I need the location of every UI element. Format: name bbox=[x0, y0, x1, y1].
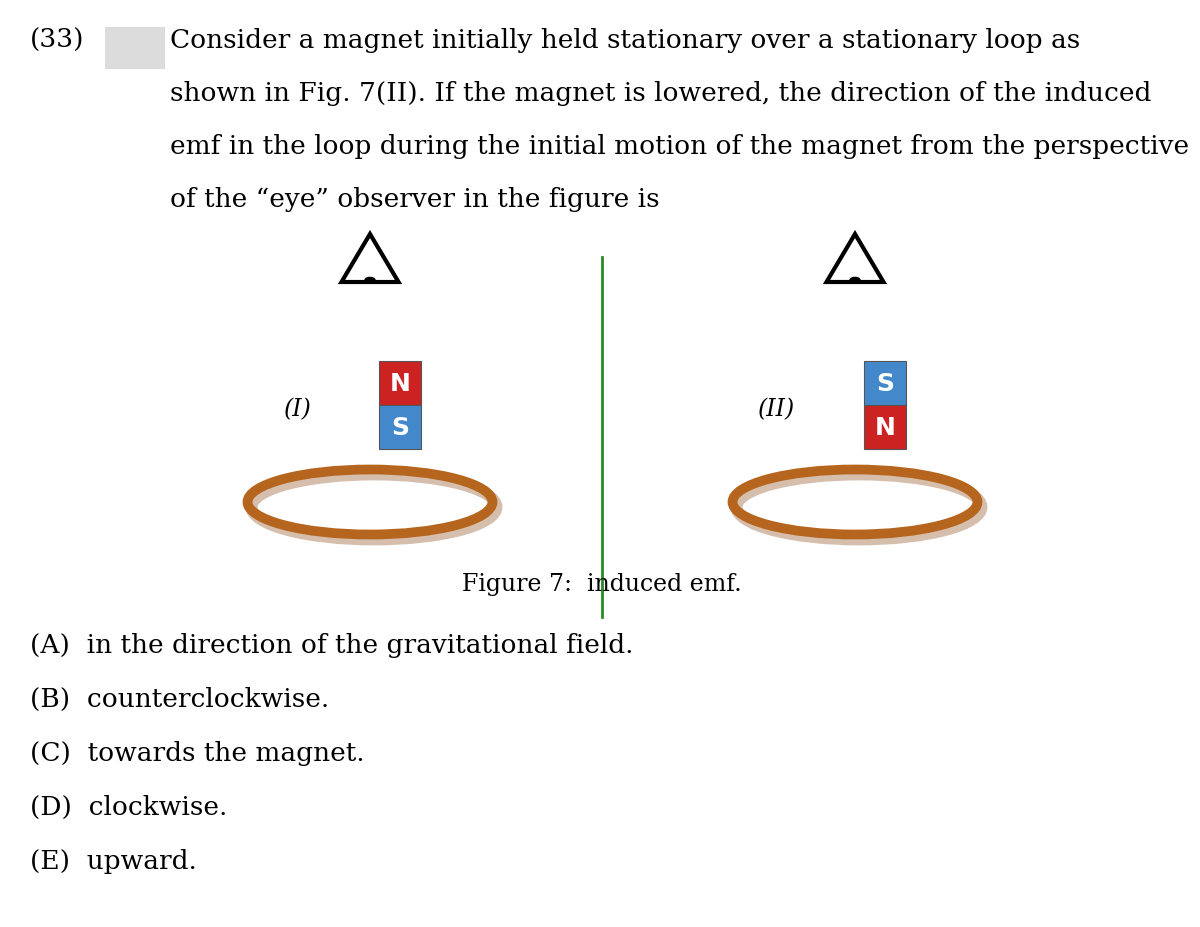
Text: of the “eye” observer in the figure is: of the “eye” observer in the figure is bbox=[170, 187, 660, 211]
Text: S: S bbox=[876, 372, 894, 396]
Ellipse shape bbox=[365, 277, 376, 284]
Text: emf in the loop during the initial motion of the magnet from the perspective: emf in the loop during the initial motio… bbox=[170, 133, 1189, 159]
Text: (II): (II) bbox=[758, 398, 796, 421]
Text: (I): (I) bbox=[284, 398, 312, 421]
Text: shown in Fig. 7(II). If the magnet is lowered, the direction of the induced: shown in Fig. 7(II). If the magnet is lo… bbox=[170, 81, 1151, 106]
Text: Consider a magnet initially held stationary over a stationary loop as: Consider a magnet initially held station… bbox=[170, 28, 1080, 53]
Bar bbox=[379, 405, 421, 450]
Text: Figure 7:  induced emf.: Figure 7: induced emf. bbox=[462, 572, 742, 595]
Bar bbox=[864, 405, 906, 450]
Text: (C)  towards the magnet.: (C) towards the magnet. bbox=[30, 740, 365, 765]
Text: (B)  counterclockwise.: (B) counterclockwise. bbox=[30, 686, 329, 711]
Ellipse shape bbox=[850, 277, 860, 284]
Bar bbox=[864, 362, 906, 405]
Bar bbox=[379, 362, 421, 405]
Text: (A)  in the direction of the gravitational field.: (A) in the direction of the gravitationa… bbox=[30, 632, 634, 657]
Text: S: S bbox=[391, 415, 409, 439]
FancyBboxPatch shape bbox=[106, 28, 166, 70]
Text: N: N bbox=[875, 415, 895, 439]
Text: (D)  clockwise.: (D) clockwise. bbox=[30, 794, 227, 819]
Text: (33): (33) bbox=[30, 28, 84, 53]
Text: (E)  upward.: (E) upward. bbox=[30, 848, 197, 873]
Text: N: N bbox=[390, 372, 410, 396]
